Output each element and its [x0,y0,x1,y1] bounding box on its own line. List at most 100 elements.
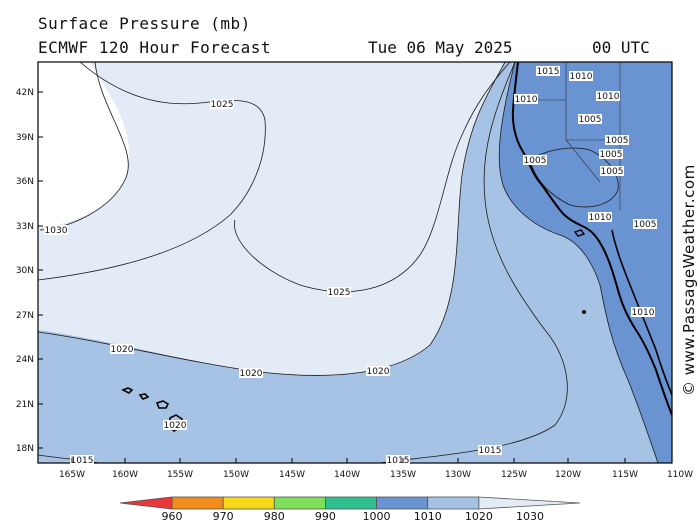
isobar-label: 1005 [523,155,547,166]
svg-text:1025: 1025 [211,100,234,110]
pressure-fill-layer [38,62,672,463]
isobar-label: 1005 [600,166,624,177]
isobar-1025-north [38,62,266,281]
lon-tick-label: 150W [223,470,249,480]
isobar-label: 1015 [478,445,502,456]
isobar-label: 1010 [514,94,538,105]
lon-tick-label: 110W [667,470,693,480]
lon-tick-label: 155W [167,470,193,480]
isobar-label: 1005 [633,219,657,230]
legend-label: 1020 [465,510,493,523]
legend-swatch-high [478,496,581,510]
svg-text:1020: 1020 [164,421,187,431]
lat-tick-label: 39N [16,133,34,143]
isobar-label: 1015 [70,455,94,466]
isobar-label: 1005 [599,149,623,160]
lat-tick-label: 33N [16,222,34,232]
lon-tick-label: 115W [612,470,638,480]
svg-text:1010: 1010 [597,92,620,102]
isobar-label: 1020 [110,344,134,355]
legend-label: 980 [264,510,285,523]
isobar-label: 1010 [569,71,593,82]
lon-tick-label: 135W [390,470,416,480]
legend-swatch-low [119,496,173,510]
lat-tick-label: 21N [16,400,34,410]
site-credit: © www.PassageWeather.com [680,164,698,396]
isobar-label: 1005 [605,135,629,146]
lat-tick-label: 36N [16,177,34,187]
legend-label: 1010 [414,510,442,523]
svg-text:1015: 1015 [479,446,502,456]
lat-tick-label: 24N [16,355,34,365]
isobar-1030 [39,62,129,231]
coastline-layer [121,62,672,432]
svg-text:1005: 1005 [600,150,623,160]
island-maui [155,400,170,409]
isobar-label: 1020 [239,368,263,379]
lon-tick-label: 120W [555,470,581,480]
isobar-label: 1015 [536,66,560,77]
svg-text:1005: 1005 [634,220,657,230]
isobar-1010 [498,62,659,463]
isobar-label: 1030 [44,225,68,236]
svg-text:1005: 1005 [579,115,602,125]
forecast-time: 00 UTC [592,38,650,57]
lon-tick-label: 125W [501,470,527,480]
isobar-1020 [38,62,506,376]
legend-swatch [273,496,326,510]
lat-tick-label: 18N [16,444,34,454]
svg-text:1015: 1015 [537,67,560,77]
island-kauai [121,387,134,394]
legend-swatch [376,496,429,510]
svg-text:1005: 1005 [524,156,547,166]
isobar-label: 1010 [596,91,620,102]
svg-text:1005: 1005 [601,167,624,177]
svg-text:1010: 1010 [589,213,612,223]
longitude-axis: 165W 160W 155W 150W 145W 140W 135W 130W 125W 120W… [59,458,693,480]
lon-tick-label: 145W [279,470,305,480]
svg-text:1030: 1030 [45,226,68,236]
legend-swatch [222,496,275,510]
lon-tick-label: 140W [334,470,360,480]
us-west-coastline [511,62,672,416]
isobar-label: 1015 [386,455,410,466]
svg-text:1015: 1015 [387,456,410,466]
isobar-label: 1020 [366,366,390,377]
svg-text:1020: 1020 [240,369,263,379]
svg-text:1025: 1025 [328,288,351,298]
svg-text:1005: 1005 [606,136,629,146]
isobar-label: 1025 [327,287,351,298]
legend-swatch [325,496,377,510]
legend-swatch [427,496,480,510]
band-1020-1030 [38,62,505,376]
isobar-lines [38,62,659,463]
legend-label: 970 [213,510,234,523]
legend-label: 1000 [363,510,391,523]
isobar-label: 1025 [210,99,234,110]
guadalupe-island [582,310,586,314]
isobar-label: 1010 [588,212,612,223]
band-gt-1030 [38,62,129,228]
lon-tick-label: 165W [59,470,85,480]
lon-tick-label: 160W [112,470,138,480]
isobar-label: 1020 [163,420,187,431]
channel-islands [573,229,586,237]
svg-text:1010: 1010 [632,308,655,318]
island-oahu [138,393,150,400]
legend-swatch [171,496,224,510]
legend-label: 1030 [516,510,544,523]
forecast-date: Tue 06 May 2025 [368,38,513,57]
legend-label: 990 [315,510,336,523]
isobar-label: 1010 [631,307,655,318]
legend-label: 960 [162,510,183,523]
isobar-1005-inland [529,147,619,208]
isobar-1015-west [38,454,101,463]
map-frame [37,61,673,464]
lat-tick-label: 27N [16,311,34,321]
model-forecast-label: ECMWF 120 Hour Forecast [38,38,272,57]
svg-text:1010: 1010 [570,72,593,82]
svg-text:1015: 1015 [71,456,94,466]
lat-tick-label: 30N [16,266,34,276]
chart-title: Surface Pressure (mb) [38,14,251,33]
